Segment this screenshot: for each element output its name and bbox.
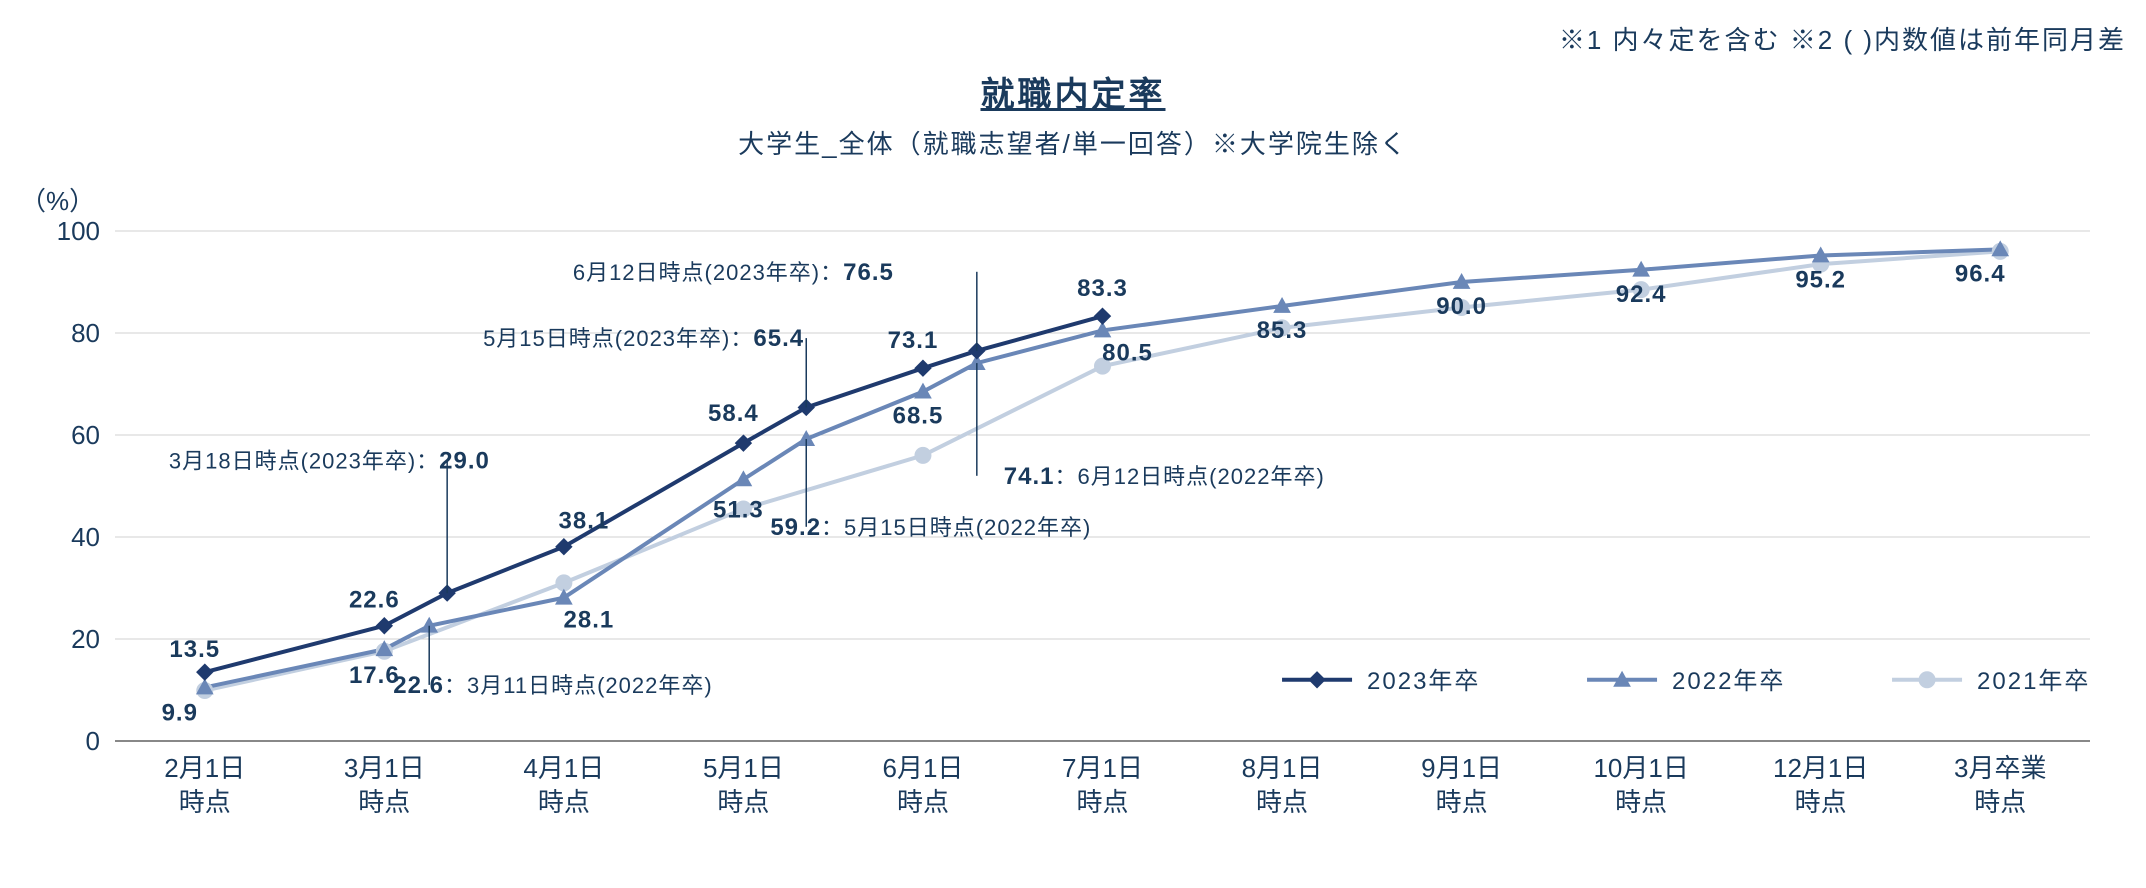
svg-text:時点: 時点 bbox=[1256, 787, 1308, 817]
svg-text:85.3: 85.3 bbox=[1257, 317, 1308, 344]
svg-text:80: 80 bbox=[71, 318, 100, 348]
svg-text:5月15日時点(2023年卒)：65.4: 5月15日時点(2023年卒)：65.4 bbox=[483, 325, 804, 352]
svg-text:2023年卒: 2023年卒 bbox=[1367, 668, 1480, 695]
svg-text:13.5: 13.5 bbox=[169, 636, 220, 663]
svg-text:22.6: 22.6 bbox=[349, 587, 400, 614]
svg-text:時点: 時点 bbox=[538, 787, 590, 817]
svg-text:3月1日: 3月1日 bbox=[344, 753, 425, 783]
footnote: ※1 内々定を含む ※2 ( )内数値は前年同月差 bbox=[20, 20, 2126, 57]
chart-subtitle: 大学生_全体（就職志望者/単一回答）※大学院生除く bbox=[20, 124, 2126, 161]
svg-text:74.1：6月12日時点(2022年卒): 74.1：6月12日時点(2022年卒) bbox=[1004, 463, 1325, 490]
svg-text:時点: 時点 bbox=[358, 787, 410, 817]
chart-title: 就職内定率 bbox=[20, 67, 2126, 116]
svg-text:58.4: 58.4 bbox=[708, 400, 759, 427]
svg-text:68.5: 68.5 bbox=[893, 403, 944, 430]
svg-text:40: 40 bbox=[71, 522, 100, 552]
svg-text:時点: 時点 bbox=[717, 787, 769, 817]
svg-text:10月1日: 10月1日 bbox=[1593, 753, 1688, 783]
svg-text:9.9: 9.9 bbox=[162, 700, 198, 727]
svg-text:時点: 時点 bbox=[1076, 787, 1128, 817]
svg-text:90.0: 90.0 bbox=[1436, 293, 1487, 320]
svg-text:3月18日時点(2023年卒)：29.0: 3月18日時点(2023年卒)：29.0 bbox=[169, 448, 490, 475]
svg-text:時点: 時点 bbox=[179, 787, 231, 817]
svg-text:3月卒業: 3月卒業 bbox=[1954, 753, 2046, 783]
svg-text:83.3: 83.3 bbox=[1077, 275, 1128, 302]
svg-text:17.6: 17.6 bbox=[349, 662, 400, 689]
svg-text:時点: 時点 bbox=[1615, 787, 1667, 817]
svg-text:8月1日: 8月1日 bbox=[1242, 753, 1323, 783]
svg-text:20: 20 bbox=[71, 624, 100, 654]
svg-text:9月1日: 9月1日 bbox=[1421, 753, 1502, 783]
svg-text:6月12日時点(2023年卒)：76.5: 6月12日時点(2023年卒)：76.5 bbox=[573, 259, 894, 286]
svg-text:80.5: 80.5 bbox=[1102, 339, 1153, 366]
svg-text:92.4: 92.4 bbox=[1616, 281, 1667, 308]
svg-text:時点: 時点 bbox=[1974, 787, 2026, 817]
svg-text:7月1日: 7月1日 bbox=[1062, 753, 1143, 783]
svg-text:時点: 時点 bbox=[897, 787, 949, 817]
svg-text:4月1日: 4月1日 bbox=[523, 753, 604, 783]
svg-text:2021年卒: 2021年卒 bbox=[1977, 668, 2090, 695]
svg-text:73.1: 73.1 bbox=[888, 327, 939, 354]
svg-text:60: 60 bbox=[71, 420, 100, 450]
svg-text:59.2：5月15日時点(2022年卒): 59.2：5月15日時点(2022年卒) bbox=[770, 514, 1091, 541]
svg-text:28.1: 28.1 bbox=[564, 607, 615, 634]
svg-text:6月1日: 6月1日 bbox=[882, 753, 963, 783]
svg-text:時点: 時点 bbox=[1436, 787, 1488, 817]
chart-container: ※1 内々定を含む ※2 ( )内数値は前年同月差 就職内定率 大学生_全体（就… bbox=[20, 20, 2126, 868]
svg-text:96.4: 96.4 bbox=[1955, 260, 2006, 287]
svg-text:51.3: 51.3 bbox=[713, 496, 764, 523]
svg-text:0: 0 bbox=[86, 726, 100, 756]
svg-text:95.2: 95.2 bbox=[1795, 266, 1846, 293]
svg-text:5月1日: 5月1日 bbox=[703, 753, 784, 783]
svg-text:時点: 時点 bbox=[1795, 787, 1847, 817]
svg-text:38.1: 38.1 bbox=[559, 508, 610, 535]
svg-text:22.6：3月11日時点(2022年卒): 22.6：3月11日時点(2022年卒) bbox=[393, 672, 712, 699]
svg-text:12月1日: 12月1日 bbox=[1773, 753, 1868, 783]
svg-text:2月1日: 2月1日 bbox=[164, 753, 245, 783]
chart-svg: 0 20 40 60 80 100 2月1日時点 3月1日時点 4月1日時点 5月1日時点 6月1日… bbox=[20, 181, 2126, 861]
chart-area: （%） 0204060801002月1日時点3月1日時点4月1日時点5月1日時点… bbox=[20, 181, 2126, 861]
svg-text:2022年卒: 2022年卒 bbox=[1672, 668, 1785, 695]
svg-text:100: 100 bbox=[57, 216, 100, 246]
